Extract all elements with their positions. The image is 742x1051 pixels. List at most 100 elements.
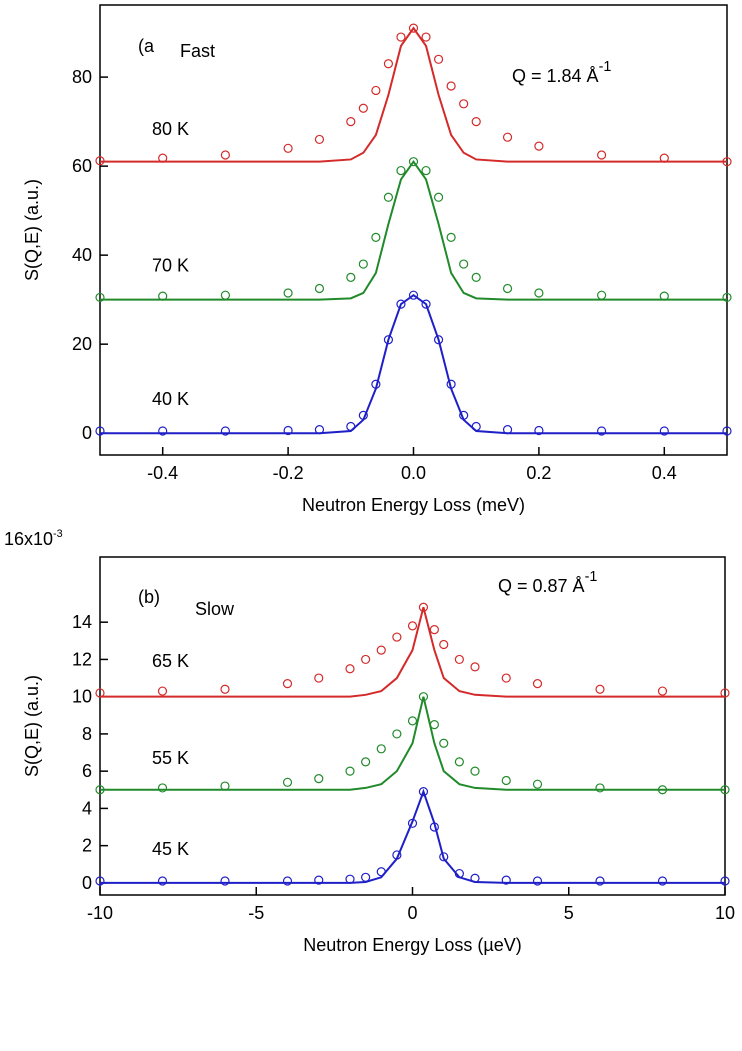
data-point xyxy=(376,645,386,655)
data-point xyxy=(532,876,543,886)
data-point xyxy=(534,425,544,436)
series-label: 40 K xyxy=(152,389,189,409)
data-point xyxy=(157,783,168,793)
series-label: 55 K xyxy=(152,748,189,768)
y-tick-label: 8 xyxy=(82,724,92,744)
data-point xyxy=(346,117,356,127)
data-point xyxy=(95,426,105,436)
data-point xyxy=(470,662,480,672)
panel-label: (a xyxy=(138,36,155,56)
y-scale-label-sup: -3 xyxy=(53,528,63,540)
data-point xyxy=(408,290,419,300)
x-tick-label: -5 xyxy=(248,903,264,923)
data-point xyxy=(314,875,324,885)
data-point xyxy=(283,425,293,436)
data-point xyxy=(470,766,480,776)
data-point xyxy=(596,426,607,436)
annotation-main: Q = 1.84 Å xyxy=(512,66,599,86)
data-point xyxy=(282,679,293,689)
plot-frame xyxy=(99,4,728,456)
x-tick-label: 0 xyxy=(407,903,417,923)
data-point xyxy=(376,744,386,754)
data-point xyxy=(157,686,168,696)
x-axis-label: Neutron Energy Loss (µeV) xyxy=(303,935,521,955)
data-point xyxy=(283,288,293,298)
data-point xyxy=(314,774,324,784)
data-point xyxy=(220,150,230,160)
data-point xyxy=(282,876,293,886)
data-point xyxy=(502,425,513,435)
data-point xyxy=(345,874,355,884)
y-axis-label: S(Q,E) (a.u.) xyxy=(22,179,42,281)
data-point xyxy=(358,259,368,269)
data-point xyxy=(314,425,325,435)
data-point xyxy=(446,379,456,389)
y-tick-label: 80 xyxy=(72,67,92,87)
data-point xyxy=(433,335,444,345)
data-point xyxy=(659,153,669,163)
data-point xyxy=(418,692,429,702)
data-point xyxy=(470,873,480,883)
data-point xyxy=(358,103,368,113)
y-tick-label: 40 xyxy=(72,245,92,265)
data-point xyxy=(158,291,168,301)
data-point xyxy=(383,192,394,202)
data-point xyxy=(446,232,456,242)
data-point xyxy=(407,716,418,726)
y-tick-label: 60 xyxy=(72,156,92,176)
data-point xyxy=(392,729,402,739)
data-point xyxy=(459,410,469,420)
y-axis-label: S(Q,E) (a.u.) xyxy=(22,675,42,777)
annotation-main: Q = 0.87 Å xyxy=(498,576,585,596)
data-point xyxy=(433,192,444,202)
y-tick-label: 10 xyxy=(72,687,92,707)
data-point xyxy=(429,822,439,832)
y-tick-label: 4 xyxy=(82,798,92,818)
data-point xyxy=(502,132,513,142)
series-label: 65 K xyxy=(152,651,189,671)
data-point xyxy=(392,632,402,642)
data-point xyxy=(345,766,355,776)
fit-line xyxy=(100,159,727,301)
data-point xyxy=(596,150,607,160)
x-axis-label: Neutron Energy Loss (meV) xyxy=(302,495,525,515)
data-point xyxy=(314,283,325,294)
data-point xyxy=(657,785,668,795)
data-point xyxy=(421,165,431,176)
data-point xyxy=(383,335,394,345)
x-tick-label: -10 xyxy=(87,903,113,923)
data-point xyxy=(376,867,386,877)
data-point xyxy=(371,379,381,389)
data-point xyxy=(408,157,419,167)
series-label: 45 K xyxy=(152,839,189,859)
y-tick-label: 20 xyxy=(72,334,92,354)
y-scale-label: 16x10-3 xyxy=(4,528,63,549)
data-point xyxy=(95,156,105,166)
panel-title: Slow xyxy=(195,599,235,619)
y-scale-label-main: 16x10 xyxy=(4,529,53,549)
data-point xyxy=(371,85,381,96)
annotation: Q = 0.87 Å-1 xyxy=(498,569,597,596)
data-point xyxy=(595,876,605,886)
data-point xyxy=(95,876,105,886)
panel-label: (b) xyxy=(138,587,160,607)
data-point xyxy=(361,654,371,665)
data-point xyxy=(534,288,544,298)
data-point xyxy=(595,783,605,793)
data-point xyxy=(501,775,511,786)
data-point xyxy=(220,290,230,300)
data-point xyxy=(220,781,230,791)
data-point xyxy=(95,785,105,795)
data-point xyxy=(346,272,356,283)
y-tick-label: 0 xyxy=(82,423,92,443)
data-point xyxy=(532,679,543,689)
data-point xyxy=(361,757,371,767)
data-point xyxy=(158,426,168,436)
data-point xyxy=(314,673,324,683)
data-point xyxy=(433,54,444,64)
data-point xyxy=(396,165,406,176)
x-tick-label: 0.4 xyxy=(652,463,677,483)
annotation-sup: -1 xyxy=(585,569,598,585)
